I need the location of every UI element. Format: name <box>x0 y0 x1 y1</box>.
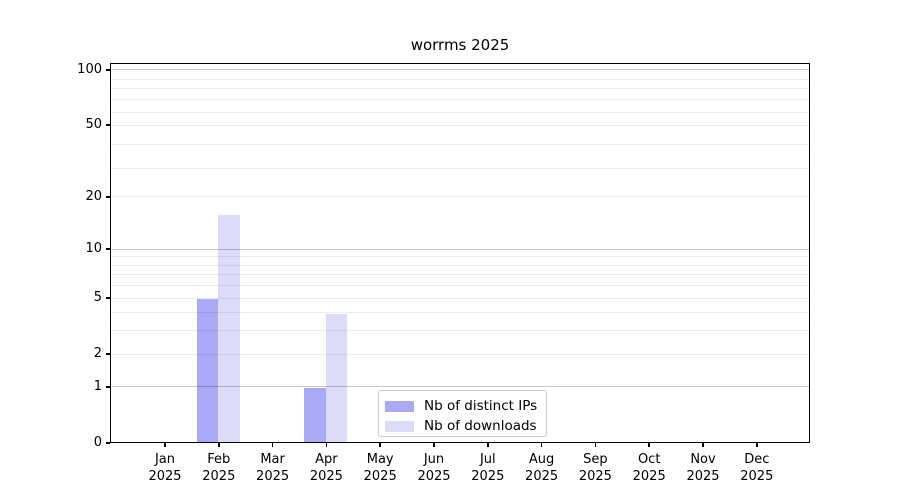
y-tick-mark <box>105 386 110 388</box>
x-tick-label: Dec 2025 <box>740 452 774 484</box>
gridline-minor <box>111 312 809 314</box>
x-tick-mark <box>379 443 381 447</box>
x-tick-label: Apr 2025 <box>309 452 343 484</box>
legend-item-distinct-ips: Nb of distinct IPs <box>385 397 546 415</box>
x-tick-label: Mar 2025 <box>256 452 290 484</box>
bar-distinct-ips-apr <box>304 387 326 443</box>
legend: Nb of distinct IPs Nb of downloads <box>378 390 547 437</box>
y-tick-mark <box>105 124 110 126</box>
x-tick-mark <box>702 443 704 447</box>
gridline-minor <box>111 167 809 169</box>
plot-area <box>110 63 810 443</box>
x-tick-label: Jan 2025 <box>148 452 182 484</box>
gridline-minor <box>111 256 809 258</box>
x-tick-mark <box>487 443 489 447</box>
legend-item-downloads: Nb of downloads <box>385 417 546 435</box>
bar-downloads-apr <box>325 313 348 443</box>
y-tick-label: 0 <box>93 435 102 450</box>
x-tick-mark <box>648 443 650 447</box>
gridline-minor <box>111 144 809 146</box>
y-tick-mark <box>105 248 110 250</box>
gridline-tick <box>111 196 809 198</box>
gridline-major <box>111 248 809 250</box>
y-tick-label: 100 <box>77 61 102 77</box>
x-tick-mark <box>271 443 274 447</box>
gridline-tick <box>111 124 809 126</box>
y-tick-mark <box>105 442 110 444</box>
gridline-minor <box>111 264 809 266</box>
x-tick-label: May 2025 <box>363 452 397 484</box>
x-tick-label: Jul 2025 <box>471 452 505 484</box>
x-tick-mark <box>540 443 543 447</box>
x-tick-label: Oct 2025 <box>632 452 666 484</box>
x-tick-label: Sep 2025 <box>578 452 612 484</box>
y-tick-label: 50 <box>85 117 102 133</box>
gridline-minor <box>111 78 809 80</box>
x-tick-mark <box>325 443 328 447</box>
x-tick-mark <box>756 443 758 447</box>
x-tick-mark <box>433 443 435 447</box>
chart-title: worrms 2025 <box>410 36 510 54</box>
gridline-major <box>111 386 809 388</box>
y-tick-label: 20 <box>85 188 102 204</box>
y-tick-label: 5 <box>93 290 102 306</box>
x-tick-mark <box>164 443 166 447</box>
legend-label-downloads: Nb of downloads <box>424 418 537 434</box>
y-tick-mark <box>105 353 110 355</box>
y-tick-label: 1 <box>93 378 102 394</box>
y-tick-mark <box>105 297 110 299</box>
gridline-major <box>111 69 809 71</box>
y-tick-mark <box>105 196 110 198</box>
legend-swatch-downloads-icon <box>385 420 414 432</box>
gridline-minor <box>111 111 809 113</box>
x-tick-label: Aug 2025 <box>525 452 559 484</box>
y-tick-label: 2 <box>93 346 102 362</box>
gridline-minor <box>111 330 809 332</box>
x-tick-label: Nov 2025 <box>686 452 720 484</box>
x-tick-mark <box>594 443 597 447</box>
legend-swatch-distinct-ips-icon <box>385 400 414 412</box>
legend-label-distinct-ips: Nb of distinct IPs <box>424 398 538 414</box>
gridline-minor <box>111 274 809 276</box>
x-tick-mark <box>218 443 220 447</box>
gridline-tick <box>111 297 809 299</box>
gridline-minor <box>111 88 809 90</box>
x-tick-label: Feb 2025 <box>202 452 236 484</box>
y-tick-label: 10 <box>85 241 102 257</box>
bar-downloads-feb <box>218 214 240 443</box>
gridline-minor <box>111 285 809 287</box>
gridline-minor <box>111 99 809 101</box>
bar-distinct-ips-feb <box>196 299 219 443</box>
gridline-tick <box>111 353 809 355</box>
y-tick-mark <box>105 69 110 71</box>
x-tick-label: Jun 2025 <box>417 452 451 484</box>
